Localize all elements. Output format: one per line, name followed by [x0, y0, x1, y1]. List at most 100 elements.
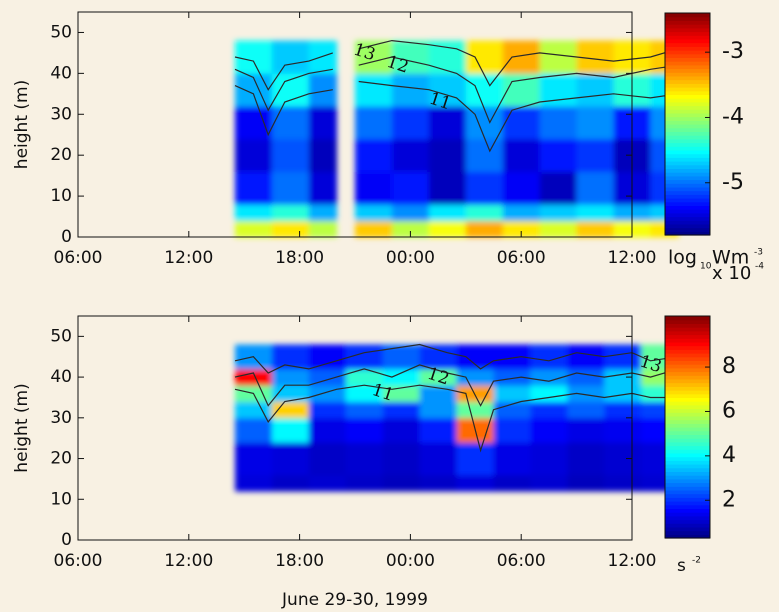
heatmap-cell — [493, 442, 531, 476]
colorbar-step — [665, 120, 710, 125]
y-tick-label: 40 — [50, 63, 72, 83]
colorbar-step — [665, 401, 710, 406]
colorbar-step — [665, 149, 710, 155]
heatmap-cell — [493, 385, 531, 403]
colorbar-frame — [664, 12, 711, 236]
colorbar-step — [665, 467, 710, 472]
colorbar-step — [665, 83, 710, 88]
colorbar-step — [665, 109, 710, 114]
heatmap-cell — [576, 73, 615, 107]
colorbar-step — [665, 404, 710, 410]
colorbar-tick-label: 2 — [722, 487, 736, 512]
heatmap-cell — [428, 171, 467, 205]
contour-line — [234, 384, 679, 453]
colorbar-step — [665, 364, 710, 369]
colorbar-step — [665, 478, 710, 484]
colorbar-label: Wm — [712, 247, 749, 269]
heatmap-cell — [271, 368, 310, 386]
colorbar-step — [665, 501, 710, 506]
heatmap-cell — [604, 474, 642, 492]
heatmap-cell — [539, 106, 578, 140]
colorbar-step — [665, 161, 710, 166]
colorbar-step — [665, 334, 710, 339]
colorbar-label: s — [677, 556, 686, 576]
colorbar-step — [665, 153, 710, 158]
heatmap-cell — [456, 401, 494, 419]
contour-line — [234, 80, 679, 153]
colorbar-step — [665, 367, 710, 373]
heatmap-cell — [539, 40, 578, 74]
heatmap-cell — [234, 138, 273, 173]
heatmap-cell — [382, 368, 421, 386]
colorbar-step — [665, 427, 710, 432]
colorbar-step — [665, 486, 710, 491]
colorbar-step — [665, 146, 710, 151]
heatmap-cell — [391, 204, 430, 222]
colorbar-step — [665, 72, 710, 77]
heatmap-cell — [271, 106, 310, 140]
colorbar-step — [665, 142, 710, 147]
colorbar-step — [665, 186, 710, 192]
heatmap-cell — [308, 474, 347, 492]
heatmap-cell — [308, 344, 347, 370]
heatmap-cell — [576, 171, 615, 205]
y-tick-label: 20 — [50, 145, 72, 165]
heatmap-cell — [271, 204, 310, 222]
heatmap-cell — [576, 204, 615, 222]
y-axis-label: height (m) — [12, 383, 32, 472]
colorbar-step — [665, 386, 710, 391]
heatmap-cell — [604, 442, 642, 476]
colorbar-step — [665, 205, 710, 210]
heatmap-cell — [308, 368, 347, 386]
colorbar-step — [665, 175, 710, 181]
colorbar-step — [665, 127, 710, 132]
colorbar-step — [665, 201, 710, 206]
colorbar-step — [665, 198, 710, 203]
heatmap-cell — [604, 368, 642, 386]
colorbar-step — [665, 330, 710, 336]
colorbar-step — [665, 382, 710, 387]
heatmap-cell — [604, 344, 642, 370]
x-tick-label: 06:00 — [54, 551, 103, 571]
heatmap-cell — [234, 40, 273, 74]
heatmap-cell — [456, 474, 494, 492]
colorbar-tick-label: 8 — [722, 354, 736, 379]
colorbar-step — [665, 112, 710, 118]
colorbar-label: -3 — [754, 248, 763, 258]
heatmap-cell — [308, 138, 338, 173]
heatmap-cell — [345, 417, 384, 443]
colorbar-step — [665, 179, 710, 184]
colorbar — [665, 13, 710, 236]
heatmap-cell — [493, 401, 531, 419]
heatmap-cell — [345, 474, 384, 492]
x-tick-label: 12:00 — [608, 248, 657, 268]
colorbar-step — [665, 371, 710, 376]
colorbar-step — [665, 504, 710, 509]
colorbar-step — [665, 16, 710, 21]
colorbar-step — [665, 27, 710, 33]
colorbar-step — [665, 327, 710, 332]
colorbar-step — [665, 349, 710, 354]
heatmap-cell — [428, 106, 467, 140]
heatmap-cell — [271, 171, 310, 205]
heatmap-cell — [539, 220, 578, 238]
heatmap-cell — [567, 442, 605, 476]
y-tick-label: 30 — [50, 104, 72, 124]
colorbar-step — [665, 412, 710, 417]
x-axis-label: June 29-30, 1999 — [281, 590, 428, 610]
colorbar-label: -2 — [692, 556, 701, 566]
heatmap-cell — [355, 106, 393, 140]
heatmap-cell — [234, 220, 273, 238]
heatmap-cell — [391, 220, 430, 238]
y-axis-label: height (m) — [12, 80, 32, 169]
heatmap-cell — [604, 401, 642, 419]
heatmap-cell — [391, 73, 430, 107]
colorbar-step — [665, 360, 710, 365]
x-tick-label: 00:00 — [386, 248, 435, 268]
heatmap-cell — [530, 385, 568, 403]
colorbar-step — [665, 68, 710, 73]
heatmap-cell — [576, 106, 615, 140]
heatmap-cell — [576, 138, 615, 173]
